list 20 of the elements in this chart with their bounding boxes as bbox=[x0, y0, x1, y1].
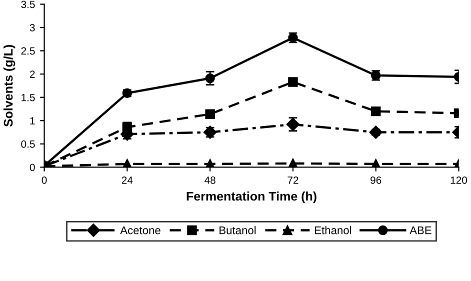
x-tick-label: 24 bbox=[122, 176, 133, 184]
x-tick-label: 0 bbox=[42, 176, 47, 184]
y-tick-label: 0.5 bbox=[21, 140, 35, 148]
x-tick-label: 48 bbox=[204, 176, 216, 184]
x-tick-label: 120 bbox=[450, 176, 468, 184]
y-tick-label: 3.5 bbox=[21, 0, 35, 8]
y-tick-label: 3 bbox=[30, 24, 35, 32]
y-tick-label: 0 bbox=[30, 164, 35, 172]
y-axis-title: Solvents (g/L) bbox=[4, 45, 16, 127]
x-axis-title: Fermentation Time (h) bbox=[186, 191, 316, 204]
legend-label: ABE bbox=[410, 226, 432, 234]
legend-label: Acetone bbox=[120, 226, 160, 234]
y-tick-label: 2 bbox=[30, 70, 35, 78]
x-tick-label: 96 bbox=[370, 176, 382, 184]
legend-label: Ethanol bbox=[315, 226, 352, 234]
y-tick-label: 2.5 bbox=[21, 47, 35, 55]
x-tick-label: 72 bbox=[288, 176, 298, 184]
y-tick-label: 1 bbox=[30, 117, 35, 124]
y-tick-label: 1.5 bbox=[22, 94, 35, 102]
legend-label: Butanol bbox=[220, 226, 256, 234]
